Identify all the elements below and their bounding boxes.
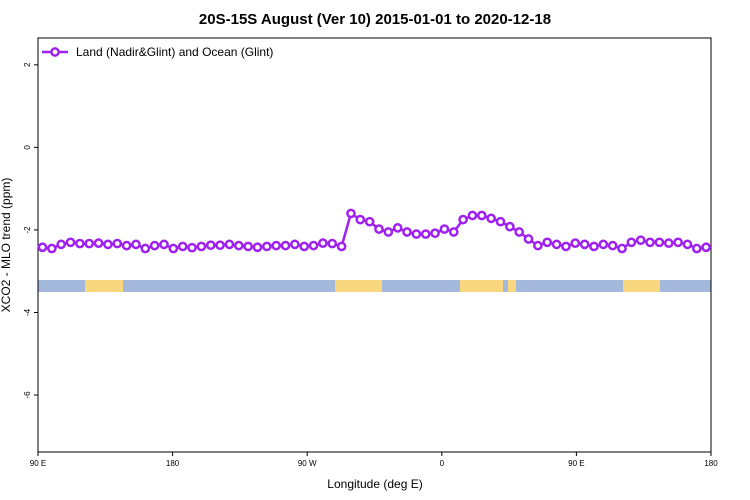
data-point <box>626 237 637 248</box>
data-point <box>654 237 665 248</box>
data-point <box>607 240 618 251</box>
data-point <box>224 239 235 250</box>
data-point <box>336 241 347 252</box>
data-point <box>327 238 338 249</box>
data-point <box>430 228 440 239</box>
data-point <box>374 224 384 234</box>
y-tick-label: -4 <box>23 308 32 316</box>
data-point <box>233 240 244 251</box>
data-point <box>635 235 646 246</box>
x-axis-label: Longitude (deg E) <box>327 477 422 491</box>
data-point <box>663 238 674 248</box>
data-point <box>476 210 487 221</box>
data-point <box>205 240 216 251</box>
data-point <box>196 241 207 252</box>
y-axis-label: XCO2 - MLO trend (ppm) <box>0 178 13 313</box>
x-tick-label: 0 <box>440 459 445 468</box>
x-tick-label: 90 E <box>568 459 584 468</box>
data-point <box>131 239 141 250</box>
data-point <box>579 239 590 250</box>
land-segment <box>460 280 503 292</box>
data-point <box>402 227 412 237</box>
data-point <box>392 223 403 233</box>
data-point <box>65 237 76 248</box>
data-point <box>261 241 272 252</box>
plot-frame <box>37 37 712 453</box>
data-point <box>177 241 188 252</box>
data-point <box>159 239 169 250</box>
data-point <box>140 243 151 254</box>
data-point <box>187 242 197 253</box>
data-point <box>691 243 702 254</box>
data-point <box>112 238 123 249</box>
land-segment <box>85 280 123 292</box>
data-point <box>504 221 515 232</box>
data-point <box>103 239 113 250</box>
data-point <box>149 240 160 251</box>
data-point <box>121 240 132 251</box>
data-point <box>486 213 497 224</box>
y-tick-label: -6 <box>23 391 32 399</box>
data-point <box>308 240 319 251</box>
data-point <box>252 242 263 253</box>
data-point <box>168 243 179 254</box>
data-point <box>589 241 599 252</box>
data-point <box>542 237 553 248</box>
data-point <box>617 243 627 254</box>
land-segment <box>508 280 516 292</box>
land-ocean-strip <box>38 280 711 292</box>
data-point <box>243 241 253 252</box>
data-point <box>420 229 431 239</box>
land-segment <box>623 280 660 292</box>
land-segment <box>335 280 382 292</box>
data-point <box>93 238 104 248</box>
y-tick-label: 0 <box>23 145 32 150</box>
data-point <box>364 216 375 227</box>
chart-title: 20S-15S August (Ver 10) 2015-01-01 to 20… <box>199 11 551 28</box>
data-point <box>84 238 95 249</box>
data-point <box>271 240 282 251</box>
data-point <box>280 240 291 251</box>
data-point <box>682 239 693 250</box>
legend: Land (Nadir&Glint) and Ocean (Glint) <box>42 45 273 59</box>
legend-marker <box>50 47 60 57</box>
data-point <box>514 227 525 237</box>
data-point <box>645 237 655 248</box>
data-point <box>346 208 356 219</box>
data-point <box>673 237 683 248</box>
data-point <box>598 239 609 250</box>
data-point <box>570 238 581 248</box>
data-point <box>46 243 57 254</box>
data-point <box>355 214 366 225</box>
y-tick-label: -2 <box>23 226 32 234</box>
data-point <box>467 210 478 221</box>
x-tick-label: 180 <box>704 459 718 468</box>
data-point <box>411 229 422 239</box>
data-point <box>383 227 394 237</box>
x-tick-label: 90 E <box>30 459 46 468</box>
data-point <box>318 238 328 248</box>
data-point <box>551 239 562 250</box>
data-point <box>299 241 310 252</box>
data-point <box>561 241 571 252</box>
data-point <box>215 240 225 251</box>
data-point <box>495 216 506 227</box>
data-point <box>37 242 48 253</box>
data-point <box>75 238 85 249</box>
data-point <box>290 239 300 250</box>
data-point <box>439 224 450 234</box>
data-point <box>533 240 543 251</box>
data-point <box>448 227 459 237</box>
data-point <box>701 242 711 253</box>
data-point <box>56 239 67 250</box>
data-point <box>523 234 534 244</box>
x-tick-label: 90 W <box>298 459 317 468</box>
data-point <box>458 214 468 225</box>
x-tick-label: 180 <box>166 459 180 468</box>
y-tick-label: 2 <box>23 62 32 67</box>
legend-label: Land (Nadir&Glint) and Ocean (Glint) <box>76 45 273 59</box>
